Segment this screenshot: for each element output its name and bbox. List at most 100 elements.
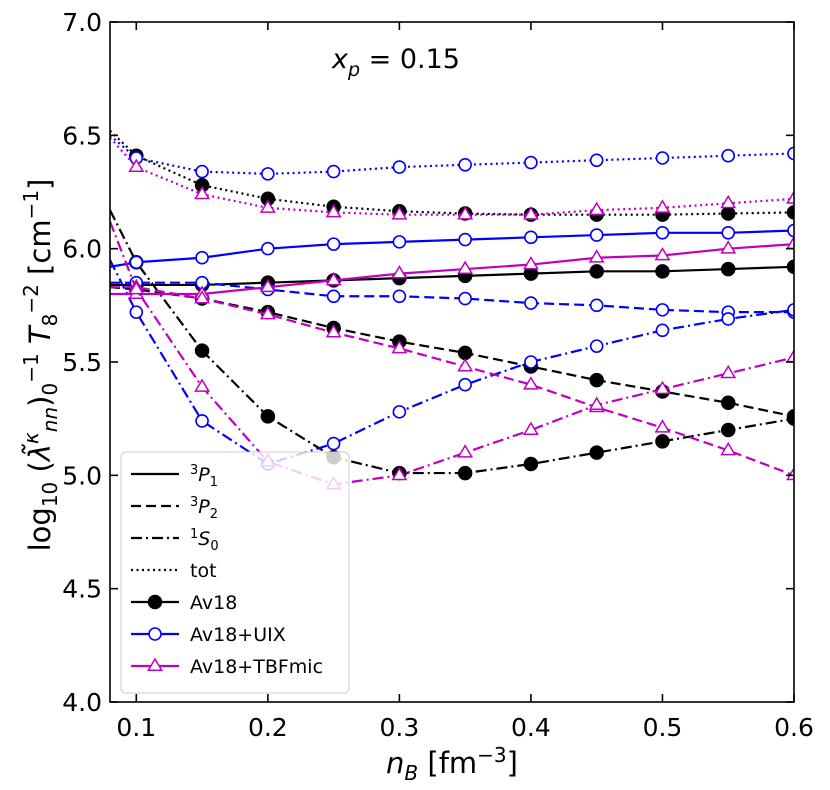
x-tick-label: 0.5 bbox=[643, 713, 683, 742]
data-point-av18-1s0 bbox=[194, 343, 210, 358]
data-point-av18-uix-tot bbox=[326, 164, 341, 179]
y-tick-label: 4.0 bbox=[62, 688, 102, 717]
legend-item-3p1: 3P1 bbox=[131, 463, 218, 490]
data-point-av18-uix-3p1 bbox=[195, 250, 209, 265]
data-point-av18-uix-1s0 bbox=[524, 355, 538, 369]
legend-item-av18: Av18 bbox=[131, 592, 237, 614]
data-point-av18-uix-1s0 bbox=[195, 414, 209, 428]
data-point-av18-uix-3p1 bbox=[326, 237, 341, 251]
data-point-av18-tbfmic-3p1 bbox=[786, 235, 794, 250]
y-tick-label: 5.5 bbox=[62, 348, 102, 377]
data-point-av18-tbfmic-3p2 bbox=[654, 419, 671, 433]
data-point-av18-tbfmic-3p1 bbox=[391, 265, 408, 279]
data-point-av18-uix-3p1 bbox=[721, 226, 736, 240]
data-point-av18-3p1 bbox=[786, 259, 794, 275]
legend-label: Av18 bbox=[190, 592, 237, 614]
data-point-av18-tbfmic-3p1 bbox=[457, 260, 474, 275]
series-av18-uix-tot bbox=[110, 134, 794, 181]
series-line-av18-3p1 bbox=[110, 265, 794, 287]
data-point-av18-uix-1s0 bbox=[458, 377, 472, 392]
data-point-av18-tot bbox=[786, 205, 794, 220]
data-point-av18-tbfmic-3p1 bbox=[720, 240, 737, 254]
data-point-av18-tbfmic-1s0 bbox=[128, 280, 145, 295]
legend-item-av18-tbfmic: Av18+TBFmic bbox=[131, 656, 323, 678]
legend-box bbox=[120, 451, 350, 694]
data-point-av18-tbfmic-tot bbox=[522, 206, 539, 220]
data-point-av18-tbfmic-1s0 bbox=[588, 396, 605, 411]
series-av18-uix-3p2 bbox=[110, 275, 794, 319]
data-point-av18-tbfmic-1s0 bbox=[522, 421, 539, 435]
x-tick-label: 0.4 bbox=[511, 713, 551, 742]
data-point-av18-tbfmic-tot bbox=[654, 199, 671, 213]
data-point-av18-1s0 bbox=[457, 465, 473, 481]
data-point-av18-uix-tot bbox=[261, 167, 275, 181]
data-point-av18-tbfmic-tot bbox=[720, 194, 737, 209]
data-point-av18-uix-3p1 bbox=[458, 232, 472, 247]
data-point-av18-tbfmic-3p2 bbox=[194, 290, 211, 304]
data-point-av18-1s0 bbox=[260, 409, 276, 424]
data-point-av18-3p1 bbox=[589, 264, 604, 279]
data-point-av18-uix-tot bbox=[721, 148, 736, 163]
data-point-av18-1s0 bbox=[523, 456, 539, 472]
data-point-av18-uix-tot bbox=[655, 151, 670, 165]
series-line-av18-uix-3p1 bbox=[110, 229, 794, 268]
y-axis-label: log10 (λ̃κnn)0−1 T8−2 [cm−1] bbox=[19, 179, 62, 552]
data-point-av18-uix-1s0 bbox=[589, 339, 604, 353]
data-point-av18-uix-3p2 bbox=[326, 289, 341, 304]
series-layer bbox=[110, 130, 794, 490]
legend-marker bbox=[147, 657, 163, 671]
data-point-av18-1s0 bbox=[786, 411, 794, 426]
data-point-av18-uix-3p2 bbox=[524, 296, 538, 310]
data-point-av18-uix-3p1 bbox=[392, 235, 407, 249]
data-point-av18-uix-1s0 bbox=[129, 305, 144, 319]
data-point-av18-3p1 bbox=[720, 261, 736, 277]
data-point-av18-tbfmic-3p1 bbox=[259, 278, 276, 293]
axis-layer: 0.1 0.2 0.3 0.4 0.5 0.6 4.0 4.5 5.0 5.5 6.0 6.5 7.0 bbox=[62, 8, 814, 742]
series-line-av18-uix-tot bbox=[110, 134, 794, 175]
legend: 3P1 3P2 1S0 tot Av18 Av18+UIX Av18+TBFmic bbox=[120, 451, 350, 694]
data-point-av18-tbfmic-1s0 bbox=[786, 348, 794, 363]
legend-item-av18-uix: Av18+UIX bbox=[131, 624, 286, 646]
data-point-av18-tbfmic-3p1 bbox=[654, 246, 671, 261]
x-tick-label: 0.1 bbox=[116, 713, 156, 742]
y-tick-label: 5.0 bbox=[62, 461, 102, 490]
data-point-av18-1s0 bbox=[655, 434, 670, 449]
data-point-av18-tbfmic-3p1 bbox=[588, 249, 605, 263]
series-line-av18-tbfmic-1s0 bbox=[110, 221, 794, 486]
data-point-av18-uix-3p1 bbox=[129, 255, 144, 270]
legend-label: tot bbox=[190, 560, 217, 582]
data-point-av18-uix-tot bbox=[589, 153, 604, 168]
data-point-av18-uix-3p1 bbox=[589, 228, 604, 242]
data-point-av18-tbfmic-tot bbox=[391, 206, 408, 220]
series-av18-tbfmic-3p2 bbox=[110, 278, 794, 481]
data-point-av18-tbfmic-tot bbox=[259, 199, 276, 213]
legend-label: Av18+UIX bbox=[190, 624, 286, 646]
data-point-av18-3p2 bbox=[720, 395, 736, 411]
data-point-av18-uix-1s0 bbox=[392, 405, 407, 419]
series-av18-tbfmic-tot bbox=[110, 136, 794, 220]
legend-marker bbox=[147, 594, 163, 610]
series-line-av18-uix-1s0 bbox=[110, 259, 794, 466]
annotation-xp: xp = 0.15 bbox=[331, 44, 460, 81]
legend-item-tot: tot bbox=[131, 560, 217, 582]
series-av18-uix-1s0 bbox=[110, 259, 794, 471]
y-tick-label: 7.0 bbox=[62, 8, 102, 37]
data-point-av18-tbfmic-3p2 bbox=[522, 376, 539, 390]
data-point-av18-uix-tot bbox=[392, 160, 407, 174]
series-line-av18-uix-3p2 bbox=[110, 281, 794, 314]
data-point-av18-tbfmic-tot bbox=[325, 203, 342, 218]
legend-label: 3P2 bbox=[190, 495, 218, 522]
data-point-av18-uix-3p2 bbox=[589, 298, 604, 313]
data-point-av18-tbfmic-1s0 bbox=[391, 466, 408, 481]
x-tick-label: 0.3 bbox=[380, 713, 420, 742]
data-point-av18-uix-3p2 bbox=[392, 289, 407, 304]
data-point-av18-tbfmic-3p2 bbox=[259, 305, 276, 320]
data-point-av18-uix-3p1 bbox=[787, 223, 794, 238]
data-point-av18-uix-1s0 bbox=[721, 312, 736, 326]
series-av18-uix-3p1 bbox=[110, 223, 794, 270]
data-point-av18-uix-3p1 bbox=[524, 230, 538, 245]
data-point-av18-tbfmic-tot bbox=[786, 190, 794, 204]
series-line-av18-tbfmic-3p2 bbox=[110, 286, 794, 477]
data-point-av18-tbfmic-1s0 bbox=[457, 444, 474, 458]
